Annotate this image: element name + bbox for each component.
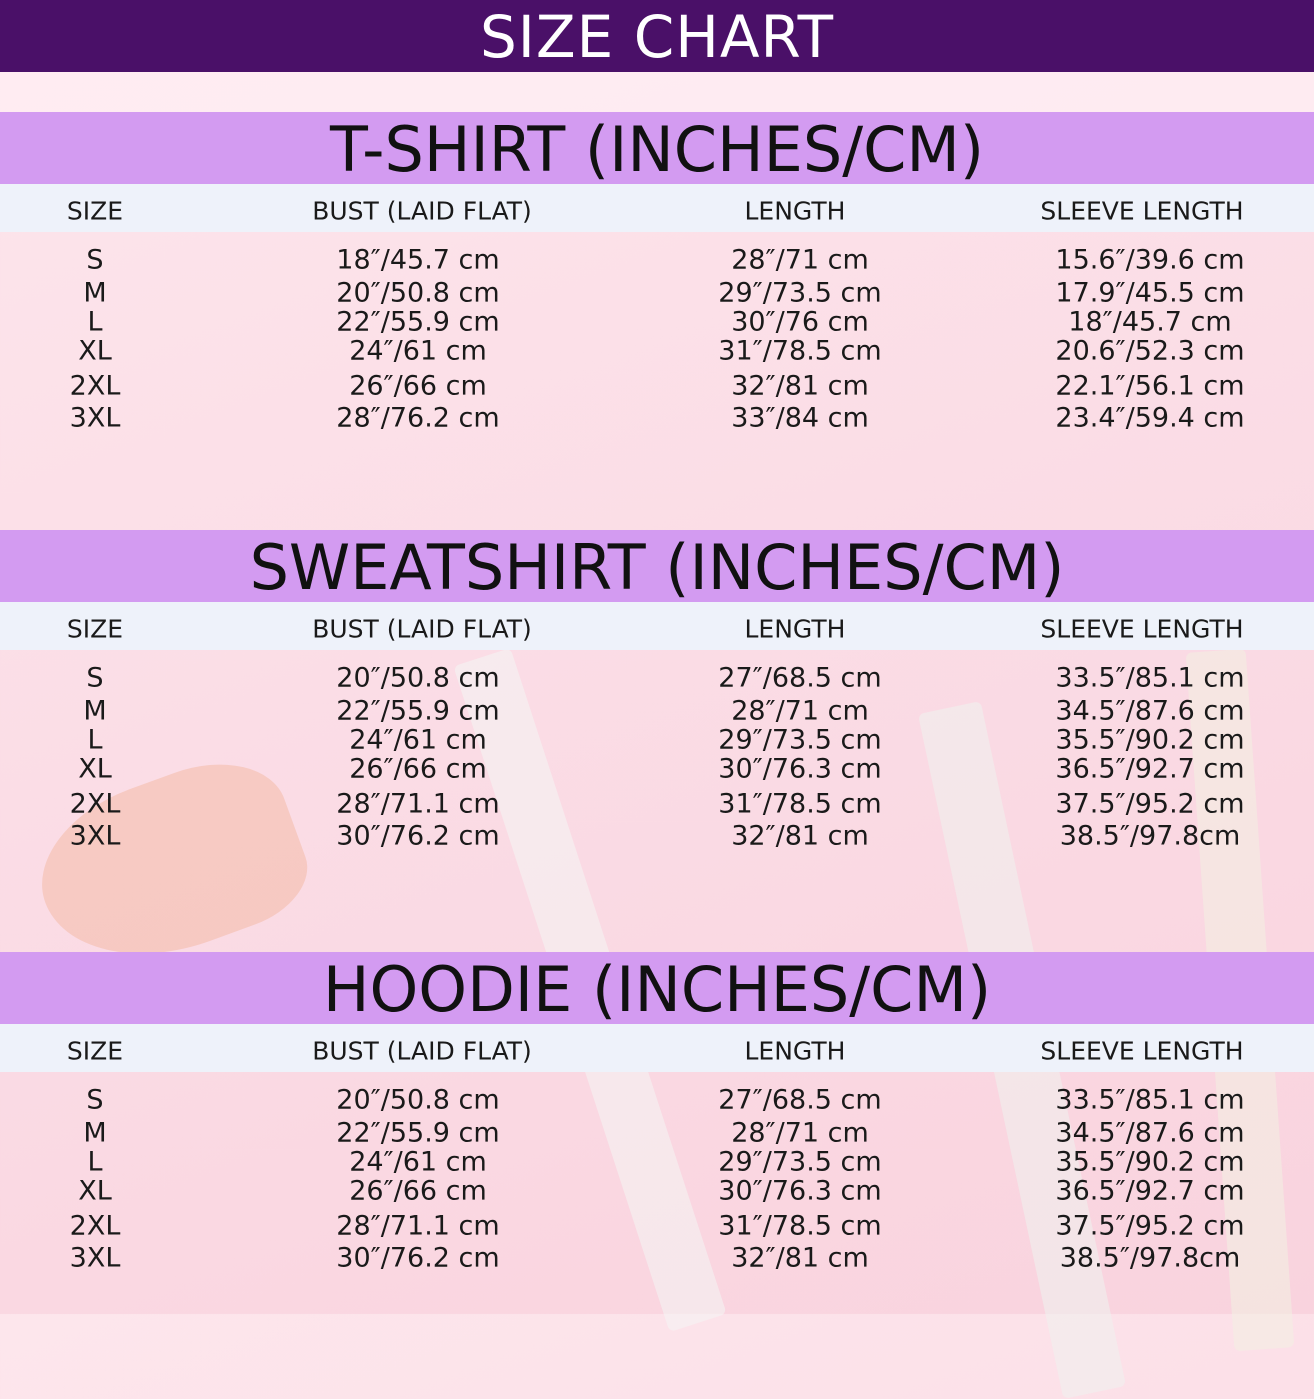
column-header-length: LENGTH	[744, 196, 846, 226]
table-cell-bust: 30″/76.2 cm	[336, 820, 500, 852]
table-cell-length: 29″/73.5 cm	[718, 1146, 882, 1178]
column-header-bust: BUST (LAID FLAT)	[312, 196, 532, 226]
table-cell-length: 27″/68.5 cm	[718, 1084, 882, 1116]
table-header-row	[0, 602, 1314, 650]
table-cell-length: 28″/71 cm	[731, 244, 869, 276]
table-cell-sleeve-length: 35.5″/90.2 cm	[1055, 724, 1245, 756]
table-cell-bust: 28″/76.2 cm	[336, 402, 500, 434]
table-cell-length: 30″/76.3 cm	[718, 753, 882, 785]
table-cell-sleeve-length: 20.6″/52.3 cm	[1055, 335, 1245, 367]
table-cell-sleeve-length: 23.4″/59.4 cm	[1055, 402, 1245, 434]
size-table-section: T-SHIRT (INCHES/CM) SIZE BUST (LAID FLAT) L…	[0, 112, 1314, 452]
table-cell-sleeve-length: 34.5″/87.6 cm	[1055, 695, 1245, 727]
column-header-bust: BUST (LAID FLAT)	[312, 614, 532, 644]
table-cell-bust: 22″/55.9 cm	[336, 306, 500, 338]
column-header-sleeve-length: SLEEVE LENGTH	[1040, 614, 1244, 644]
table-cell-bust: 26″/66 cm	[349, 753, 487, 785]
table-cell-sleeve-length: 33.5″/85.1 cm	[1055, 662, 1245, 694]
table-cell-length: 31″/78.5 cm	[718, 1210, 882, 1242]
table-cell-size: 3XL	[69, 1242, 121, 1274]
table-cell-length: 32″/81 cm	[731, 820, 869, 852]
table-cell-bust: 24″/61 cm	[349, 724, 487, 756]
table-cell-length: 31″/78.5 cm	[718, 335, 882, 367]
table-cell-size: M	[83, 277, 107, 309]
column-header-length: LENGTH	[744, 1036, 846, 1066]
table-cell-size: 2XL	[69, 788, 121, 820]
size-table-section: SWEATSHIRT (INCHES/CM) SIZE BUST (LAID FLA…	[0, 530, 1314, 870]
table-cell-bust: 20″/50.8 cm	[336, 277, 500, 309]
table-cell-sleeve-length: 37.5″/95.2 cm	[1055, 788, 1245, 820]
table-cell-sleeve-length: 15.6″/39.6 cm	[1055, 244, 1245, 276]
table-cell-bust: 20″/50.8 cm	[336, 662, 500, 694]
table-cell-length: 29″/73.5 cm	[718, 724, 882, 756]
table-cell-bust: 28″/71.1 cm	[336, 1210, 500, 1242]
table-header-row	[0, 1024, 1314, 1072]
table-cell-size: XL	[78, 335, 112, 367]
table-cell-size: S	[86, 662, 104, 694]
table-cell-size: XL	[78, 753, 112, 785]
table-cell-size: 2XL	[69, 370, 121, 402]
table-cell-size: S	[86, 244, 104, 276]
size-table-section: HOODIE (INCHES/CM) SIZE BUST (LAID FLAT) LE…	[0, 952, 1314, 1292]
table-cell-sleeve-length: 35.5″/90.2 cm	[1055, 1146, 1245, 1178]
table-cell-size: S	[86, 1084, 104, 1116]
table-cell-size: 3XL	[69, 820, 121, 852]
table-cell-bust: 22″/55.9 cm	[336, 695, 500, 727]
table-cell-length: 27″/68.5 cm	[718, 662, 882, 694]
table-cell-length: 28″/71 cm	[731, 1117, 869, 1149]
column-header-length: LENGTH	[744, 614, 846, 644]
table-cell-bust: 20″/50.8 cm	[336, 1084, 500, 1116]
table-cell-size: L	[87, 724, 103, 756]
table-cell-bust: 24″/61 cm	[349, 335, 487, 367]
table-cell-length: 29″/73.5 cm	[718, 277, 882, 309]
table-header-row	[0, 184, 1314, 232]
section-title: SWEATSHIRT (INCHES/CM)	[0, 530, 1314, 604]
table-cell-sleeve-length: 36.5″/92.7 cm	[1055, 1175, 1245, 1207]
table-cell-length: 30″/76.3 cm	[718, 1175, 882, 1207]
table-cell-length: 32″/81 cm	[731, 1242, 869, 1274]
table-cell-bust: 30″/76.2 cm	[336, 1242, 500, 1274]
table-cell-sleeve-length: 38.5″/97.8cm	[1059, 1242, 1241, 1274]
table-cell-bust: 22″/55.9 cm	[336, 1117, 500, 1149]
table-cell-length: 28″/71 cm	[731, 695, 869, 727]
table-cell-bust: 26″/66 cm	[349, 370, 487, 402]
column-header-bust: BUST (LAID FLAT)	[312, 1036, 532, 1066]
table-cell-size: XL	[78, 1175, 112, 1207]
table-cell-size: M	[83, 1117, 107, 1149]
table-cell-size: M	[83, 695, 107, 727]
column-header-size: SIZE	[66, 196, 124, 226]
table-cell-sleeve-length: 22.1″/56.1 cm	[1055, 370, 1245, 402]
section-title: T-SHIRT (INCHES/CM)	[0, 112, 1314, 186]
column-header-size: SIZE	[66, 1036, 124, 1066]
column-header-size: SIZE	[66, 614, 124, 644]
table-cell-sleeve-length: 33.5″/85.1 cm	[1055, 1084, 1245, 1116]
column-header-sleeve-length: SLEEVE LENGTH	[1040, 196, 1244, 226]
table-cell-length: 33″/84 cm	[731, 402, 869, 434]
section-title: HOODIE (INCHES/CM)	[0, 952, 1314, 1026]
table-cell-size: L	[87, 1146, 103, 1178]
table-cell-bust: 26″/66 cm	[349, 1175, 487, 1207]
table-cell-size: 2XL	[69, 1210, 121, 1242]
table-cell-length: 32″/81 cm	[731, 370, 869, 402]
table-cell-sleeve-length: 36.5″/92.7 cm	[1055, 753, 1245, 785]
table-cell-size: L	[87, 306, 103, 338]
table-cell-sleeve-length: 37.5″/95.2 cm	[1055, 1210, 1245, 1242]
table-cell-bust: 28″/71.1 cm	[336, 788, 500, 820]
table-cell-length: 30″/76 cm	[731, 306, 869, 338]
column-header-sleeve-length: SLEEVE LENGTH	[1040, 1036, 1244, 1066]
table-cell-length: 31″/78.5 cm	[718, 788, 882, 820]
table-cell-size: 3XL	[69, 402, 121, 434]
table-cell-sleeve-length: 18″/45.7 cm	[1068, 306, 1232, 338]
table-cell-sleeve-length: 38.5″/97.8cm	[1059, 820, 1241, 852]
page-title: SIZE CHART	[0, 0, 1314, 72]
table-cell-sleeve-length: 17.9″/45.5 cm	[1055, 277, 1245, 309]
table-cell-bust: 18″/45.7 cm	[336, 244, 500, 276]
table-cell-bust: 24″/61 cm	[349, 1146, 487, 1178]
table-cell-sleeve-length: 34.5″/87.6 cm	[1055, 1117, 1245, 1149]
spacer-band	[0, 72, 1314, 112]
